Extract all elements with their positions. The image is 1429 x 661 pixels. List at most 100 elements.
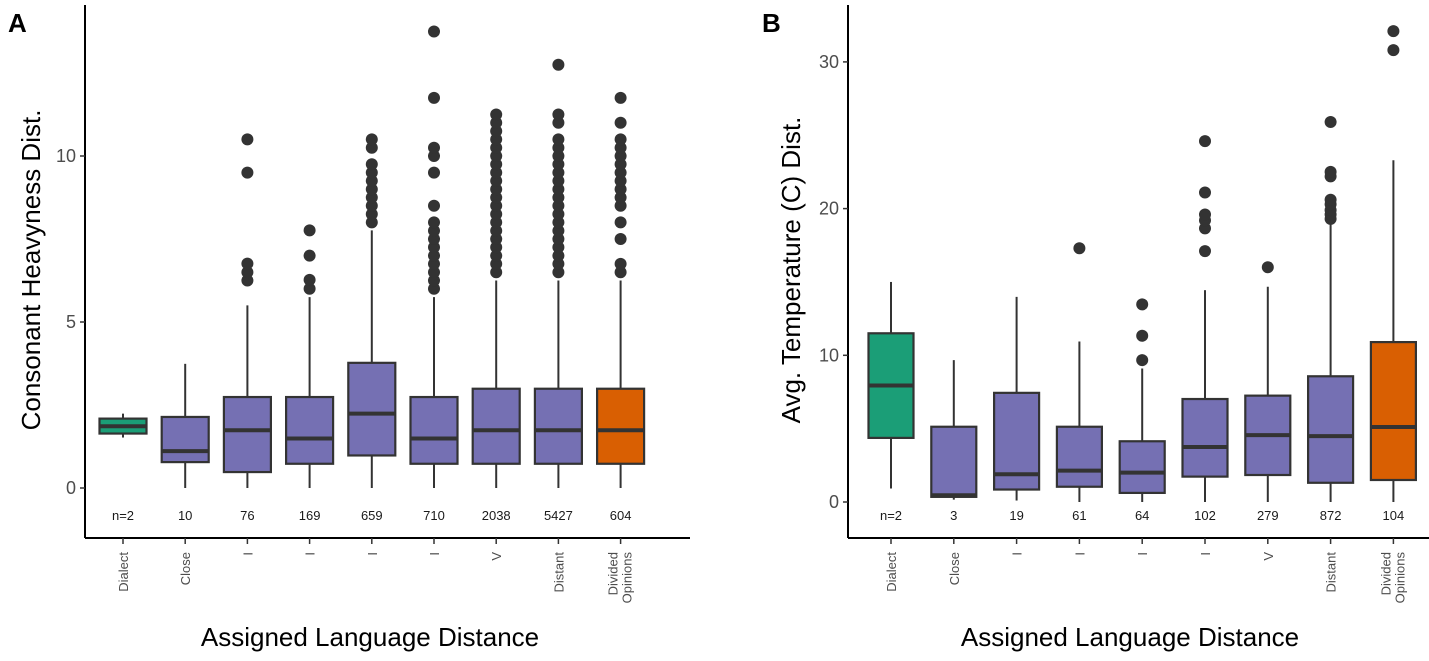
- outlier-point: [614, 216, 627, 229]
- box: [160, 415, 210, 464]
- outlier-point: [428, 224, 440, 237]
- outlier-point: [552, 233, 565, 245]
- n-label: 169: [299, 508, 321, 523]
- box-group: [930, 360, 978, 500]
- outlier-point: [614, 166, 627, 179]
- x-tick-label: V: [489, 552, 504, 561]
- outlier-point: [365, 166, 378, 179]
- n-label: 710: [423, 508, 445, 523]
- x-tick-label-line: I: [303, 552, 318, 556]
- outlier-point: [614, 116, 627, 129]
- outlier-point: [614, 266, 627, 279]
- box-group: [409, 25, 459, 488]
- x-tick-label: I: [1198, 552, 1213, 556]
- x-tick-label-line: Dialect: [884, 552, 899, 592]
- outlier-point: [1324, 116, 1337, 129]
- n-label: 659: [361, 508, 383, 523]
- outlier-point: [1324, 165, 1337, 178]
- outlier-point: [490, 233, 503, 245]
- x-tick-label: I: [240, 552, 255, 556]
- n-label: n=2: [112, 508, 134, 523]
- outlier-point: [241, 274, 254, 287]
- box-group: [1306, 116, 1355, 502]
- outlier-point: [428, 150, 440, 162]
- x-tick-label-line: I: [240, 552, 255, 556]
- x-tick-label-line: I: [365, 552, 380, 556]
- panel-a: 0 5 10 A Assigned Language Distance Consonant…: [8, 5, 690, 652]
- outlier-point: [428, 216, 440, 229]
- x-tick-label: DividedOpinions: [1378, 552, 1407, 604]
- x-tick-label-line: Close: [947, 552, 962, 585]
- n-label: 104: [1383, 508, 1405, 523]
- x-tick-label-line: I: [1198, 552, 1213, 556]
- x-tick-label: I: [427, 552, 442, 556]
- outlier-point: [241, 133, 254, 146]
- outlier-point: [428, 166, 440, 179]
- x-tick-label: Dialect: [116, 552, 131, 592]
- box: [409, 395, 459, 465]
- outlier-point: [1199, 245, 1211, 258]
- box: [595, 387, 646, 465]
- outlier-point: [490, 257, 503, 270]
- outlier-point: [241, 166, 254, 179]
- y-tick-label: 20: [819, 199, 839, 219]
- outlier-point: [428, 233, 440, 245]
- x-tick-label-line: Dialect: [116, 552, 131, 592]
- outlier-point: [365, 208, 378, 221]
- outlier-point: [303, 282, 316, 295]
- box-group: [98, 413, 148, 438]
- outlier-point: [1136, 329, 1149, 342]
- outlier-point: [614, 199, 627, 212]
- outlier-point: [365, 174, 378, 187]
- outlier-point: [552, 216, 565, 229]
- outlier-point: [552, 224, 565, 237]
- outlier-point: [614, 133, 627, 146]
- n-label: 102: [1194, 508, 1216, 523]
- outlier-point: [303, 273, 316, 286]
- outlier-point: [365, 133, 378, 146]
- outlier-point: [552, 166, 565, 179]
- x-tick-label: V: [1261, 552, 1276, 561]
- outlier-point: [428, 25, 440, 38]
- outlier-point: [365, 183, 378, 196]
- x-tick-label: I: [1135, 552, 1150, 556]
- outlier-point: [241, 257, 254, 270]
- box: [1369, 340, 1418, 482]
- y-tick-label: 0: [66, 478, 76, 498]
- outlier-point: [614, 141, 627, 154]
- outlier-point: [490, 116, 503, 129]
- y-tick-label: 10: [56, 146, 76, 166]
- box-group: [285, 224, 335, 488]
- outlier-point: [614, 174, 627, 187]
- box: [1181, 397, 1229, 478]
- outlier-point: [303, 224, 316, 237]
- outlier-point: [490, 208, 503, 221]
- x-tick-label: I: [1010, 552, 1025, 556]
- outlier-point: [428, 241, 440, 254]
- outlier-point: [490, 125, 503, 138]
- outlier-point: [552, 241, 565, 254]
- outlier-point: [1136, 298, 1149, 311]
- box-group: [533, 58, 584, 488]
- box: [533, 387, 584, 465]
- outlier-point: [365, 158, 378, 171]
- x-tick-label-line: I: [427, 552, 442, 556]
- outlier-point: [490, 249, 503, 262]
- outlier-point: [552, 133, 565, 146]
- outlier-point: [490, 158, 503, 171]
- outlier-point: [490, 133, 503, 146]
- outlier-point: [552, 158, 565, 171]
- x-tick-label-line: Distant: [1324, 552, 1339, 593]
- outlier-point: [365, 141, 378, 154]
- x-tick-label-line: V: [489, 552, 504, 561]
- box-group: [867, 281, 915, 489]
- outlier-point: [490, 183, 503, 196]
- n-label: 19: [1009, 508, 1023, 523]
- outlier-point: [1073, 242, 1086, 255]
- x-tick-label-line: Distant: [551, 552, 566, 593]
- outlier-point: [614, 158, 627, 171]
- outlier-point: [1387, 25, 1400, 38]
- x-tick-label-line: V: [1261, 552, 1276, 561]
- box-group: [1181, 135, 1229, 502]
